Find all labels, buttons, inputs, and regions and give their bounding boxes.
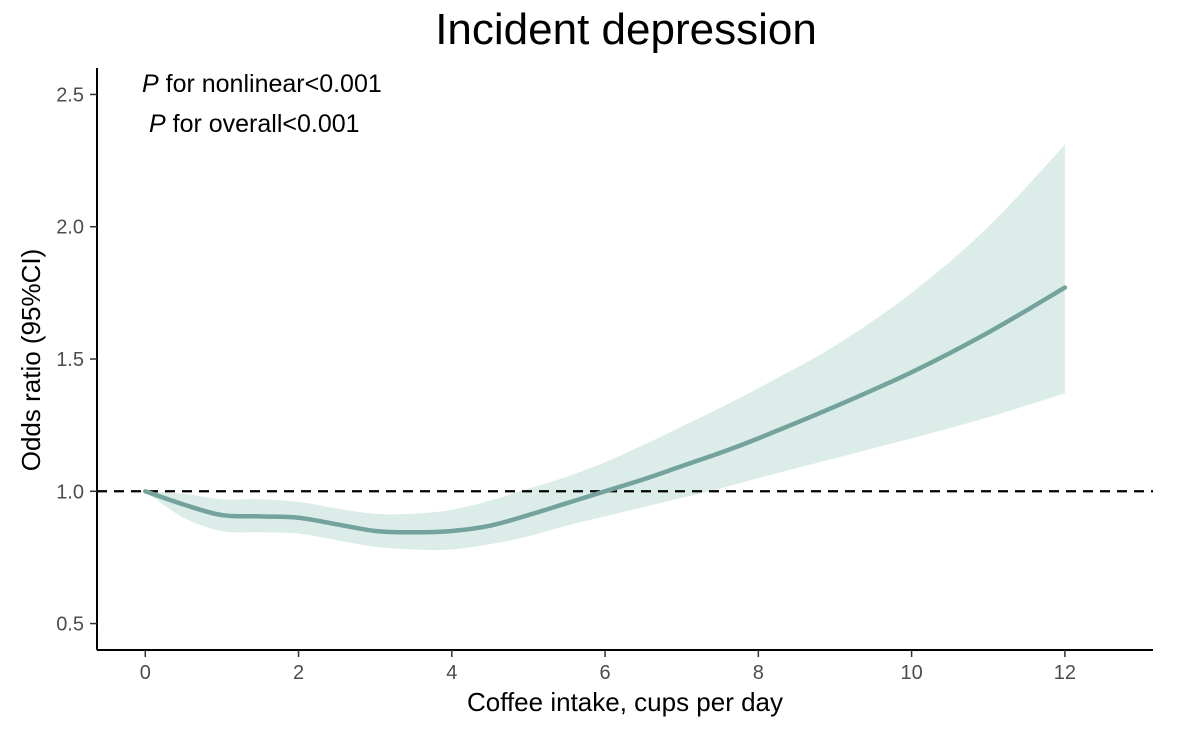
x-tick-label: 6 — [600, 662, 611, 684]
x-tick-label: 2 — [293, 662, 304, 684]
y-tick-label: 2.5 — [56, 84, 84, 106]
y-tick-label: 2.0 — [56, 217, 84, 239]
x-axis-label: Coffee intake, cups per day — [467, 687, 783, 717]
y-tick-label: 1.0 — [56, 481, 84, 503]
y-tick-label: 0.5 — [56, 614, 84, 636]
x-tick-label: 10 — [900, 662, 922, 684]
plot-area — [97, 144, 1153, 550]
confidence-band — [145, 144, 1065, 550]
annotation-overall: P for overall<0.001 — [149, 110, 360, 138]
x-tick-label: 4 — [446, 662, 457, 684]
y-axis-ticks: 0.5 1.0 1.5 2.0 2.5 — [56, 84, 97, 636]
annotation-overall-p: P — [149, 110, 166, 138]
annotation-overall-text: for overall<0.001 — [166, 110, 360, 138]
x-tick-label: 8 — [753, 662, 764, 684]
annotation-nonlinear-text: for nonlinear<0.001 — [159, 70, 382, 98]
chart-title: Incident depression — [435, 5, 817, 54]
y-tick-label: 1.5 — [56, 349, 84, 371]
x-tick-label: 0 — [140, 662, 151, 684]
x-axis-ticks: 0 2 4 6 8 10 12 — [140, 650, 1076, 684]
y-axis-label: Odds ratio (95%CI) — [16, 249, 46, 472]
annotation-nonlinear-p: P — [142, 70, 159, 98]
x-tick-label: 12 — [1054, 662, 1076, 684]
annotation-nonlinear: P for nonlinear<0.001 — [142, 70, 382, 98]
odds-ratio-line — [143, 285, 1068, 535]
